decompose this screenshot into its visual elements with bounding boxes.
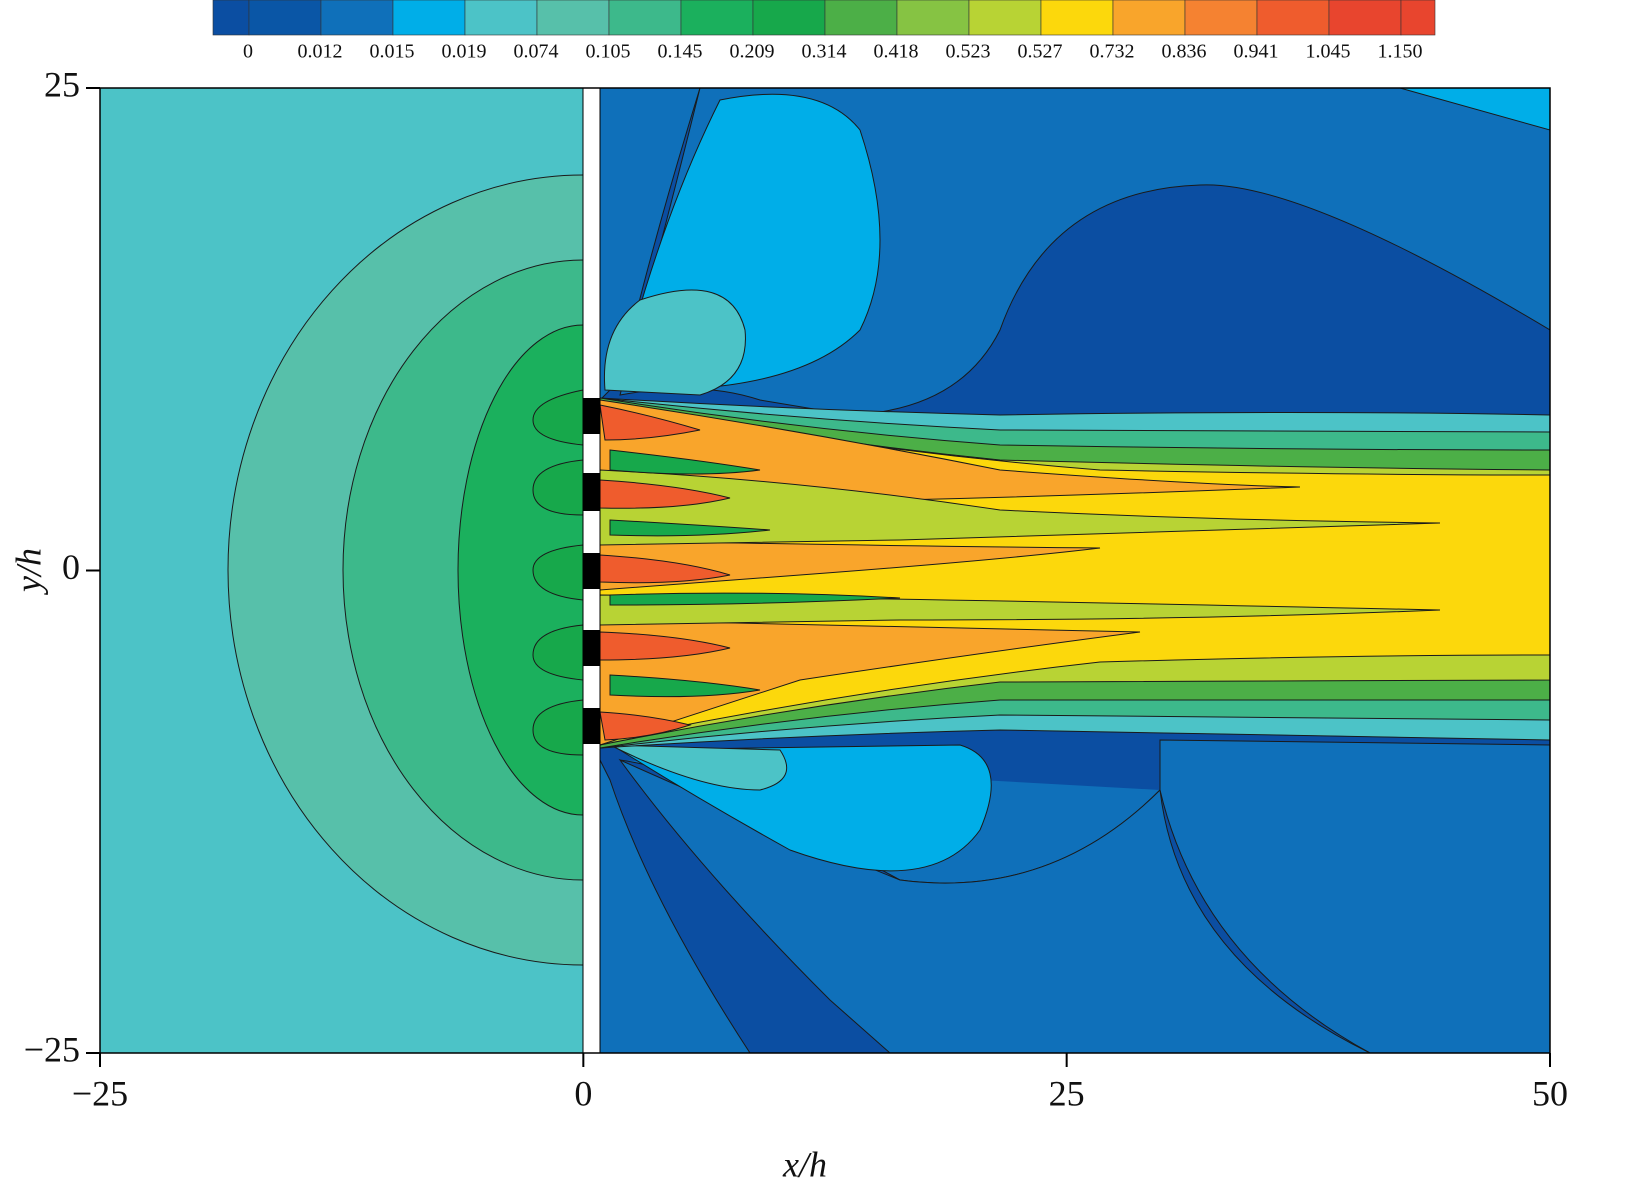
colorbar-label: 0.941 [1234, 41, 1279, 63]
colorbar-label: 0.012 [298, 41, 343, 63]
colorbar-swatch [320, 0, 394, 36]
colorbar-swatch [212, 0, 250, 36]
colorbar-label: 1.150 [1378, 41, 1423, 63]
colorbar-swatch [1256, 0, 1330, 36]
colorbar-swatch [1400, 0, 1436, 36]
colorbar-label: 0.314 [802, 41, 847, 63]
contour-field [100, 88, 1550, 1053]
colorbar-swatch [824, 0, 898, 36]
x-tick-label: 25 [1049, 1073, 1085, 1113]
colorbar-swatch [392, 0, 466, 36]
colorbar-label: 0 [243, 41, 253, 63]
y-tick-label: −25 [24, 1029, 80, 1069]
y-tick-label: 0 [62, 547, 80, 587]
y-tick-label: 25 [44, 64, 80, 104]
colorbar-label: 0.145 [658, 41, 703, 63]
colorbar-label: 0.836 [1162, 41, 1207, 63]
colorbar-label: 0.523 [946, 41, 991, 63]
colorbar-swatch [536, 0, 610, 36]
colorbar-label: 0.019 [442, 41, 487, 63]
colorbar-swatch [1328, 0, 1402, 36]
colorbar-label: 0.732 [1090, 41, 1135, 63]
colorbar-label: 0.418 [874, 41, 919, 63]
colorbar-label: 1.045 [1306, 41, 1351, 63]
colorbar-swatch [1184, 0, 1258, 36]
colorbar-swatch [752, 0, 826, 36]
y-axis-label: y/h [8, 548, 48, 595]
colorbar-swatch [608, 0, 682, 36]
colorbar-label: 0.209 [730, 41, 775, 63]
x-tick-label: 0 [574, 1073, 592, 1113]
x-tick-label: −25 [72, 1073, 128, 1113]
colorbar-label: 0.074 [514, 41, 559, 63]
colorbar-label: 0.015 [370, 41, 415, 63]
colorbar-label: 0.527 [1018, 41, 1063, 63]
colorbar-swatch [896, 0, 970, 36]
x-axis-label: x/h [782, 1144, 827, 1184]
x-tick-label: 50 [1532, 1073, 1568, 1113]
colorbar-label: 0.105 [586, 41, 631, 63]
colorbar-swatch [248, 0, 322, 36]
colorbar-swatch [1112, 0, 1186, 36]
colorbar-swatch [464, 0, 538, 36]
colorbar-swatch [1040, 0, 1114, 36]
colorbar-swatch [680, 0, 754, 36]
colorbar-swatch [968, 0, 1042, 36]
